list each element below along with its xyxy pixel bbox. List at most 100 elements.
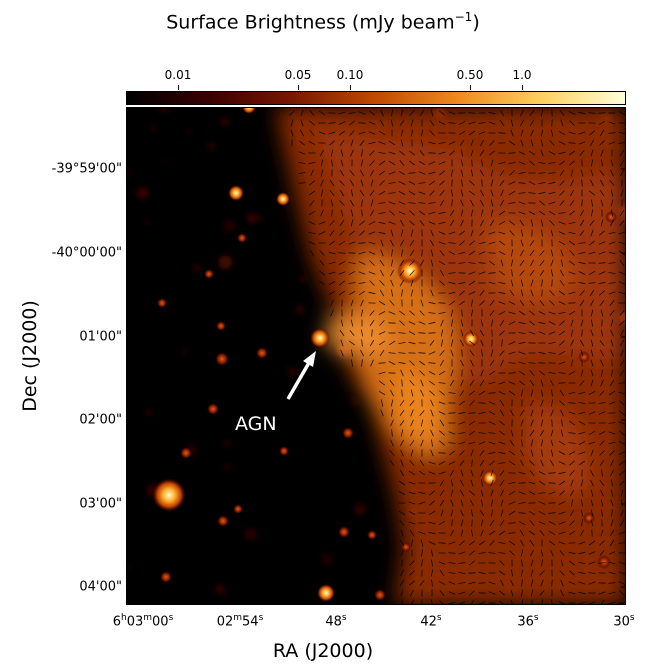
- polarization-vector: [471, 159, 473, 167]
- polarization-vector: [460, 169, 464, 177]
- polarization-vector: [348, 282, 356, 284]
- polarization-vector: [369, 339, 375, 347]
- polarization-vector: [469, 379, 475, 387]
- polarization-vector: [520, 459, 524, 467]
- polarization-vector: [500, 489, 504, 497]
- polarization-vector: [488, 432, 496, 434]
- polarization-vector: [559, 320, 565, 326]
- polarization-vector: [608, 591, 616, 595]
- polarization-vector: [458, 120, 466, 126]
- polarization-vector: [590, 309, 594, 317]
- polarization-vector: [528, 362, 536, 364]
- polarization-vector: [461, 179, 463, 187]
- polarization-vector: [558, 451, 566, 455]
- polarization-vector: [470, 139, 474, 147]
- polarization-vector: [438, 542, 446, 544]
- polarization-vector: [360, 309, 364, 317]
- polarization-vector: [400, 569, 404, 577]
- polarization-vector: [539, 250, 545, 256]
- polarization-vector: [599, 170, 605, 176]
- polarization-vector: [568, 240, 576, 246]
- polarization-vector: [598, 281, 606, 285]
- polarization-vector: [439, 479, 445, 487]
- polarization-vector: [400, 429, 404, 437]
- polarization-vector: [431, 439, 433, 447]
- polarization-vector: [508, 351, 516, 355]
- polarization-vector: [480, 519, 484, 527]
- polarization-vector: [518, 201, 526, 205]
- polarization-vector: [469, 590, 475, 596]
- compact-source: [342, 427, 354, 439]
- polarization-vector: [408, 190, 416, 196]
- polarization-vector: [480, 199, 484, 207]
- polarization-vector: [520, 539, 524, 547]
- polarization-vector: [579, 229, 585, 237]
- polarization-vector: [438, 561, 446, 565]
- polarization-vector: [508, 341, 516, 345]
- noise-blob: [163, 158, 169, 164]
- polarization-vector: [611, 489, 613, 497]
- polarization-vector: [359, 139, 365, 147]
- polarization-vector: [519, 409, 525, 417]
- polarization-vector: [430, 559, 434, 567]
- polarization-vector: [390, 269, 394, 277]
- polarization-vector: [349, 170, 355, 176]
- polarization-vector: [510, 249, 514, 257]
- polarization-vector: [439, 269, 445, 277]
- polarization-vector: [438, 580, 446, 586]
- polarization-vector: [369, 280, 375, 286]
- polarization-vector: [608, 390, 616, 396]
- polarization-vector: [520, 549, 524, 557]
- polarization-vector: [538, 172, 546, 174]
- polarization-vector: [369, 260, 375, 266]
- polarization-vector: [338, 252, 346, 254]
- polarization-vector: [428, 531, 436, 535]
- polarization-vector: [508, 490, 516, 496]
- polarization-vector: [460, 379, 464, 387]
- compact-source: [217, 515, 229, 527]
- polarization-vector: [390, 109, 394, 117]
- y-axis-title: Dec (J2000): [19, 300, 41, 412]
- polarization-vector: [599, 189, 605, 197]
- polarization-vector: [348, 340, 356, 346]
- polarization-vector: [478, 251, 486, 255]
- polarization-vector: [360, 299, 364, 307]
- polarization-vector: [518, 520, 526, 526]
- polarization-vector: [499, 109, 505, 117]
- polarization-vector: [578, 431, 586, 435]
- noise-blob: [223, 219, 236, 232]
- polarization-vector: [380, 249, 384, 257]
- compact-source: [310, 328, 330, 348]
- compact-source: [597, 555, 611, 569]
- polarization-vector: [489, 359, 495, 367]
- polarization-vector: [400, 139, 404, 147]
- polarization-vector: [319, 259, 325, 267]
- polarization-vector: [320, 169, 324, 177]
- polarization-vector: [438, 110, 446, 116]
- polarization-vector: [389, 450, 395, 456]
- noise-blob: [287, 366, 298, 377]
- polarization-vector: [368, 231, 376, 235]
- polarization-vector: [620, 189, 624, 197]
- polarization-vector: [610, 169, 614, 177]
- polarization-vector: [378, 202, 386, 204]
- x-tick-label: 42s: [420, 613, 442, 630]
- polarization-vector: [399, 119, 405, 127]
- polarization-vector: [588, 581, 596, 585]
- polarization-vector: [328, 131, 336, 135]
- polarization-vector: [558, 372, 566, 374]
- polarization-vector: [460, 519, 464, 527]
- polarization-vector: [358, 111, 366, 115]
- polarization-vector: [560, 119, 564, 127]
- polarization-vector: [361, 199, 363, 207]
- polarization-vector: [429, 239, 435, 247]
- polarization-vector: [400, 219, 404, 227]
- polarization-vector: [399, 520, 405, 526]
- polarization-vector: [498, 301, 506, 305]
- polarization-vector: [618, 391, 626, 395]
- polarization-vector: [489, 519, 495, 527]
- polarization-vector: [558, 601, 566, 605]
- polarization-vector: [449, 219, 455, 227]
- polarization-vector: [478, 540, 486, 546]
- polarization-vector: [398, 201, 406, 205]
